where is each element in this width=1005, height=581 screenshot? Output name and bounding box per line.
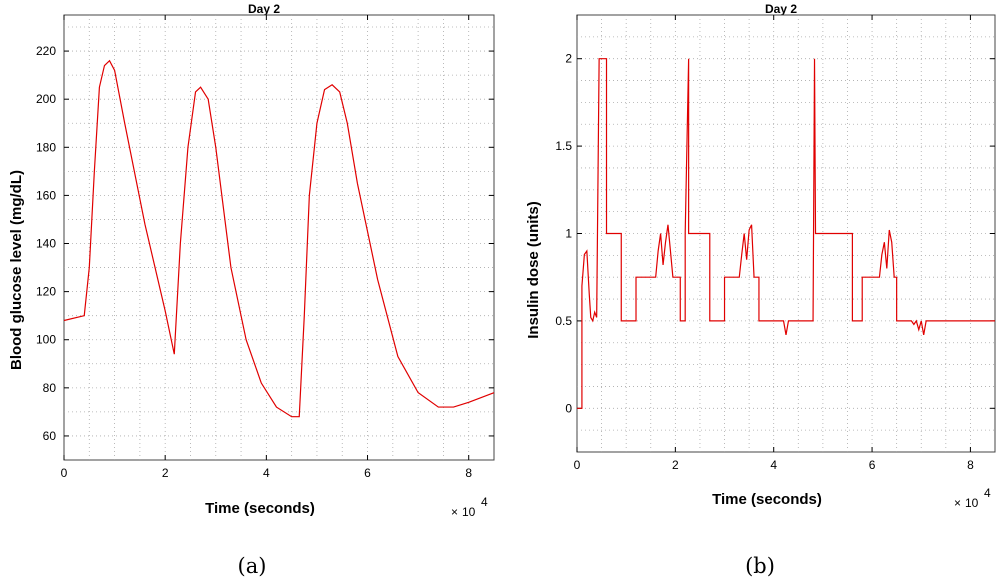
y-tick-label: 60 [43, 429, 57, 443]
x-axis-label: Time (seconds) [712, 491, 822, 508]
x-tick-label: 2 [672, 458, 679, 472]
y-tick-label: 200 [36, 92, 56, 106]
svg-text:×: × [954, 496, 961, 510]
chart-title: Day 2 [248, 2, 280, 16]
y-tick-label: 100 [36, 333, 56, 347]
y-tick-label: 2 [565, 52, 572, 66]
x-exponent-power: 4 [481, 495, 488, 509]
plot-frame [63, 14, 495, 461]
x-exponent-base: 10 [965, 496, 979, 510]
grid [577, 15, 995, 452]
y-tick-label: 160 [36, 188, 56, 202]
x-tick-label: 0 [574, 458, 581, 472]
y-tick-label: 80 [43, 381, 57, 395]
glucose-chart-panel: Day 2 0 2 4 6 8 60 80 100 120 140 160 180 200 220 Ti… [8, 2, 495, 578]
x-tick-label: 6 [869, 458, 876, 472]
x-exponent-power: 4 [984, 486, 991, 500]
x-tick-label: 8 [967, 458, 974, 472]
x-tick-label: 0 [61, 466, 68, 480]
y-tick-label: 180 [36, 140, 56, 154]
y-tick-label: 220 [36, 44, 56, 58]
x-tick-label: 4 [770, 458, 777, 472]
y-tick-label: 140 [36, 237, 56, 251]
y-axis-label: Insulin dose (units) [525, 201, 542, 339]
y-axis-label: Blood glucose level (mg/dL) [8, 170, 25, 370]
x-exponent: × 10 4 [954, 486, 991, 510]
insulin-chart-panel: Day 2 0 2 4 6 8 0 0.5 1 1.5 2 Time (seconds) Ins… [525, 2, 996, 578]
x-tick-labels: 0 2 4 6 8 [61, 15, 472, 480]
x-axis-label: Time (seconds) [205, 500, 315, 517]
x-tick-label: 6 [364, 466, 371, 480]
y-tick-label: 120 [36, 285, 56, 299]
insulin-line [577, 58, 995, 409]
x-tick-label: 4 [263, 466, 270, 480]
x-exponent: × 10 4 [451, 495, 488, 519]
panel-caption: (b) [745, 554, 775, 578]
x-tick-label: 8 [465, 466, 472, 480]
y-tick-label: 0 [565, 401, 572, 415]
y-tick-label: 0.5 [555, 314, 572, 328]
y-tick-labels: 60 80 100 120 140 160 180 200 220 [36, 44, 494, 443]
x-tick-labels: 0 2 4 6 8 [574, 15, 974, 472]
panel-caption: (a) [238, 554, 267, 578]
y-tick-labels: 0 0.5 1 1.5 2 [555, 52, 995, 415]
y-tick-label: 1 [565, 227, 572, 241]
svg-text:×: × [451, 505, 458, 519]
glucose-line [63, 59, 495, 418]
y-tick-label: 1.5 [555, 139, 572, 153]
chart-title: Day 2 [765, 2, 797, 16]
x-tick-label: 2 [162, 466, 169, 480]
x-exponent-base: 10 [462, 505, 476, 519]
